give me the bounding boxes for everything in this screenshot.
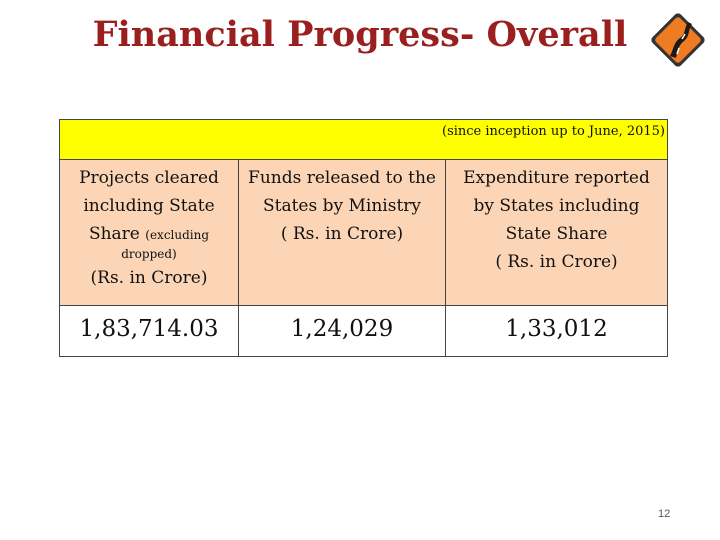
header-c1-line2: including State bbox=[83, 196, 215, 216]
header-c3-line4: ( Rs. in Crore) bbox=[495, 252, 618, 272]
header-c2-line2: States by Ministry bbox=[262, 196, 422, 216]
financial-progress-table: (since inception up to June, 2015) Proje… bbox=[59, 119, 668, 357]
header-c1-line3: Share (excluding bbox=[60, 220, 238, 249]
since-note: (since inception up to June, 2015) bbox=[442, 124, 665, 139]
header-c3-line2: by States including bbox=[473, 196, 640, 216]
header-c1-line3-small: (excluding bbox=[145, 228, 210, 242]
header-c1-unit: (Rs. in Crore) bbox=[90, 268, 208, 288]
value-cell-funds: 1,24,029 bbox=[239, 306, 446, 356]
note-bar: (since inception up to June, 2015) bbox=[60, 120, 667, 160]
value-expenditure-reported: 1,33,012 bbox=[505, 316, 608, 342]
header-expenditure-reported: Expenditure reported by States including… bbox=[446, 160, 667, 305]
header-c1-line3-main: Share bbox=[88, 224, 146, 244]
header-c1-line4: dropped) bbox=[121, 247, 177, 261]
header-projects-cleared: Projects cleared including State Share (… bbox=[60, 160, 239, 305]
table-value-row: 1,83,714.03 1,24,029 1,33,012 bbox=[60, 306, 667, 356]
table-header-row: Projects cleared including State Share (… bbox=[60, 160, 667, 306]
value-projects-cleared: 1,83,714.03 bbox=[79, 316, 219, 342]
header-c1-line1: Projects cleared bbox=[79, 168, 219, 188]
value-cell-expenditure: 1,33,012 bbox=[446, 306, 667, 356]
page-number: 12 bbox=[658, 508, 671, 520]
header-c2-line3: ( Rs. in Crore) bbox=[280, 224, 404, 244]
slide-title: Financial Progress- Overall bbox=[92, 14, 628, 55]
header-funds-released: Funds released to the States by Ministry… bbox=[239, 160, 446, 305]
value-cell-projects: 1,83,714.03 bbox=[60, 306, 239, 356]
header-c3-line3: State Share bbox=[505, 224, 608, 244]
header-c2-line1: Funds released to the bbox=[248, 168, 436, 188]
value-funds-released: 1,24,029 bbox=[290, 316, 394, 342]
header-c3-line1: Expenditure reported bbox=[463, 168, 650, 188]
road-sign-icon bbox=[651, 13, 705, 67]
